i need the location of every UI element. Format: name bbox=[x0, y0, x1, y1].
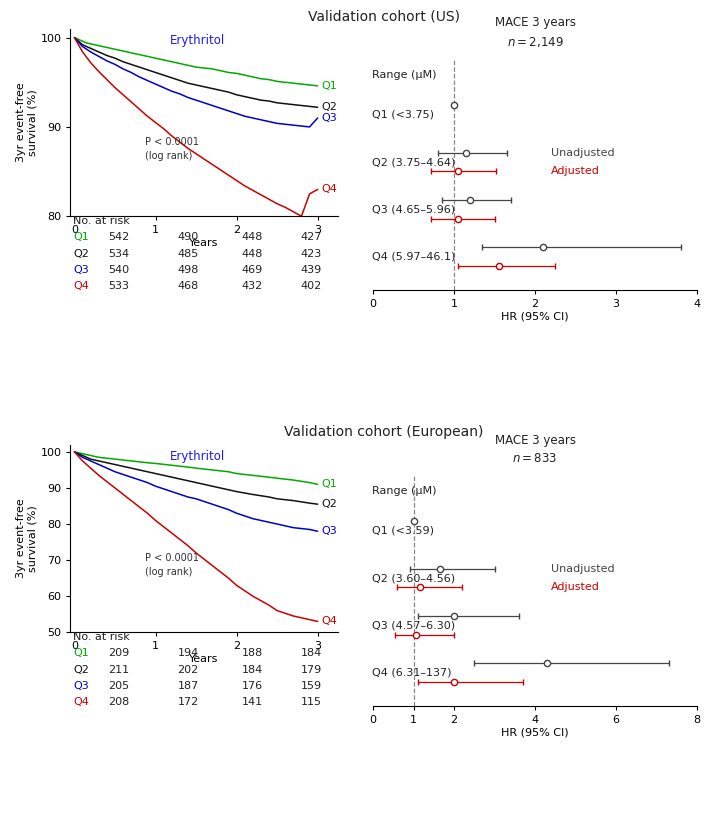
Text: 439: 439 bbox=[301, 265, 322, 275]
Text: 176: 176 bbox=[241, 681, 263, 691]
Text: 542: 542 bbox=[108, 232, 129, 242]
X-axis label: Years: Years bbox=[189, 238, 219, 248]
Text: Range (μM): Range (μM) bbox=[372, 486, 436, 496]
Text: Validation cohort (European): Validation cohort (European) bbox=[284, 425, 484, 439]
Text: Q1: Q1 bbox=[322, 479, 337, 489]
Text: Q1 (<3.59): Q1 (<3.59) bbox=[372, 526, 434, 536]
Text: No. at risk: No. at risk bbox=[73, 632, 130, 642]
Text: 141: 141 bbox=[241, 697, 263, 707]
Text: Q3: Q3 bbox=[322, 113, 337, 123]
Text: Q3 (4.57–6.30): Q3 (4.57–6.30) bbox=[372, 621, 455, 631]
Text: 533: 533 bbox=[108, 281, 129, 291]
Text: Q4 (5.97–46.1): Q4 (5.97–46.1) bbox=[372, 251, 455, 261]
Text: Validation cohort (US): Validation cohort (US) bbox=[308, 9, 460, 23]
Text: Unadjusted: Unadjusted bbox=[551, 563, 615, 573]
Text: Range (μM): Range (μM) bbox=[372, 70, 436, 80]
Text: No. at risk: No. at risk bbox=[73, 216, 130, 226]
Text: Q2 (3.75–4.64): Q2 (3.75–4.64) bbox=[372, 157, 455, 167]
Text: 159: 159 bbox=[301, 681, 322, 691]
Y-axis label: 3yr event-free
survival (%): 3yr event-free survival (%) bbox=[16, 498, 37, 578]
Text: 468: 468 bbox=[177, 281, 199, 291]
Text: 194: 194 bbox=[177, 648, 199, 658]
Text: 208: 208 bbox=[108, 697, 129, 707]
Text: 172: 172 bbox=[177, 697, 199, 707]
X-axis label: HR (95% CI): HR (95% CI) bbox=[501, 727, 569, 737]
Text: 202: 202 bbox=[177, 665, 199, 675]
Text: Q4: Q4 bbox=[73, 281, 89, 291]
Text: Q1: Q1 bbox=[322, 81, 337, 91]
Text: 209: 209 bbox=[108, 648, 129, 658]
Text: Adjusted: Adjusted bbox=[551, 582, 600, 592]
Text: 469: 469 bbox=[241, 265, 263, 275]
Text: Q1: Q1 bbox=[73, 232, 89, 242]
Text: P < 0.0001
(log rank): P < 0.0001 (log rank) bbox=[145, 553, 199, 577]
X-axis label: Years: Years bbox=[189, 654, 219, 664]
Text: 540: 540 bbox=[108, 265, 129, 275]
Text: 427: 427 bbox=[301, 232, 322, 242]
Text: 211: 211 bbox=[108, 665, 129, 675]
Text: Q1: Q1 bbox=[73, 648, 89, 658]
Text: 498: 498 bbox=[177, 265, 199, 275]
Text: Q2: Q2 bbox=[73, 665, 89, 675]
Text: Q3: Q3 bbox=[322, 527, 337, 537]
Text: 115: 115 bbox=[301, 697, 322, 707]
Text: Erythritol: Erythritol bbox=[170, 450, 225, 463]
Text: Erythritol: Erythritol bbox=[170, 34, 225, 47]
Text: 432: 432 bbox=[241, 281, 263, 291]
X-axis label: HR (95% CI): HR (95% CI) bbox=[501, 311, 569, 321]
Text: 485: 485 bbox=[177, 249, 199, 259]
Text: Adjusted: Adjusted bbox=[551, 166, 600, 176]
Text: Q2: Q2 bbox=[73, 249, 89, 259]
Text: Q2: Q2 bbox=[322, 102, 338, 112]
Text: P < 0.0001
(log rank): P < 0.0001 (log rank) bbox=[145, 137, 199, 161]
Text: 205: 205 bbox=[108, 681, 129, 691]
Text: Unadjusted: Unadjusted bbox=[551, 147, 615, 157]
Text: 184: 184 bbox=[241, 665, 263, 675]
Text: 423: 423 bbox=[301, 249, 322, 259]
Text: Q2: Q2 bbox=[322, 499, 338, 509]
Text: 448: 448 bbox=[241, 249, 263, 259]
Text: 188: 188 bbox=[241, 648, 263, 658]
Text: 179: 179 bbox=[301, 665, 322, 675]
Text: 187: 187 bbox=[177, 681, 199, 691]
Text: Q3 (4.65–5.96): Q3 (4.65–5.96) bbox=[372, 205, 455, 215]
Text: MACE 3 years
$\it{n}$ = 2,149: MACE 3 years $\it{n}$ = 2,149 bbox=[494, 17, 576, 49]
Text: Q4: Q4 bbox=[322, 185, 338, 195]
Text: 534: 534 bbox=[108, 249, 129, 259]
Text: Q4 (6.31–137): Q4 (6.31–137) bbox=[372, 667, 451, 677]
Text: 448: 448 bbox=[241, 232, 263, 242]
Text: 184: 184 bbox=[301, 648, 322, 658]
Text: 490: 490 bbox=[177, 232, 199, 242]
Text: 402: 402 bbox=[301, 281, 322, 291]
Text: MACE 3 years
$\it{n}$ = 833: MACE 3 years $\it{n}$ = 833 bbox=[494, 433, 576, 465]
Y-axis label: 3yr event-free
survival (%): 3yr event-free survival (%) bbox=[16, 82, 37, 162]
Text: Q2 (3.60–4.56): Q2 (3.60–4.56) bbox=[372, 573, 455, 583]
Text: Q1 (<3.75): Q1 (<3.75) bbox=[372, 110, 434, 120]
Text: Q4: Q4 bbox=[322, 617, 338, 626]
Text: Q3: Q3 bbox=[73, 265, 89, 275]
Text: Q3: Q3 bbox=[73, 681, 89, 691]
Text: Q4: Q4 bbox=[73, 697, 89, 707]
